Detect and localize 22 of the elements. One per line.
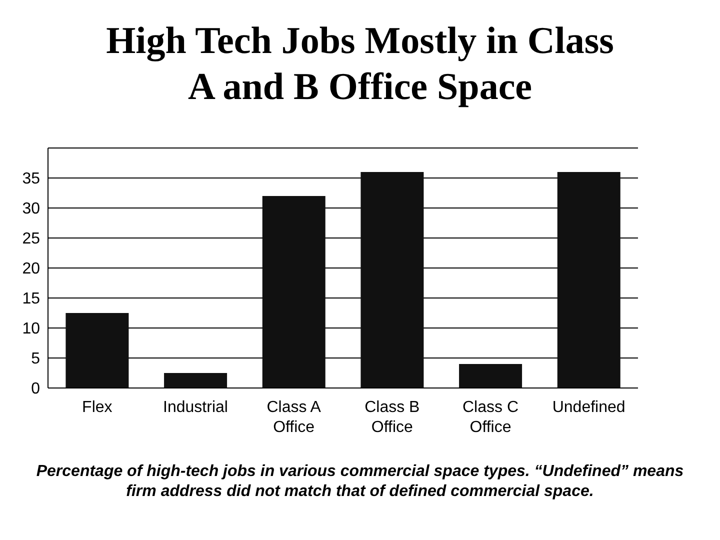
- bar: [459, 364, 522, 388]
- x-tick-label: Class A Office: [266, 399, 322, 436]
- x-tick-label: Industrial: [163, 399, 228, 416]
- y-tick-label: 25: [22, 230, 40, 248]
- bar: [262, 196, 326, 388]
- x-tick-label: Class C Office: [462, 399, 519, 436]
- x-tick-label: Flex: [82, 399, 112, 416]
- y-tick-label: 10: [22, 320, 40, 338]
- y-tick-label: 30: [22, 200, 40, 218]
- x-tick-label: Class B Office: [364, 399, 420, 436]
- text: Percentage of high-tech jobs in various commercial space types. “Undefined” means firm address did not match that of defined commercial space.: [35, 462, 685, 502]
- bar: [164, 373, 228, 388]
- y-tick-label: 35: [22, 170, 40, 188]
- y-tick-label: 5: [31, 350, 40, 368]
- chart-title: High Tech Jobs Mostly in Class A and B Office Space: [105, 19, 615, 110]
- bar: [360, 172, 424, 388]
- y-tick-label: 0: [31, 380, 40, 398]
- bar: [557, 172, 620, 388]
- x-tick-label: Undefined: [552, 399, 626, 416]
- y-tick-label: 15: [22, 290, 40, 308]
- y-tick-label: 20: [22, 260, 40, 278]
- bar: [66, 313, 129, 388]
